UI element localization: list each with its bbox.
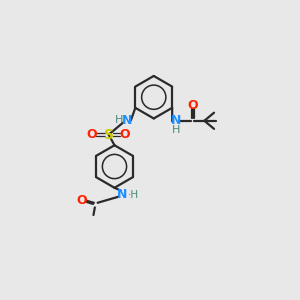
Text: O: O (187, 99, 198, 112)
Text: N: N (122, 114, 132, 127)
Text: N: N (117, 188, 127, 201)
Text: N: N (170, 114, 181, 127)
Text: ·H: ·H (128, 190, 139, 200)
Text: H: H (115, 115, 124, 125)
Text: O: O (119, 128, 130, 141)
Text: O: O (77, 194, 88, 207)
Text: O: O (87, 128, 98, 141)
Text: S: S (104, 128, 114, 142)
Text: H: H (172, 124, 180, 135)
